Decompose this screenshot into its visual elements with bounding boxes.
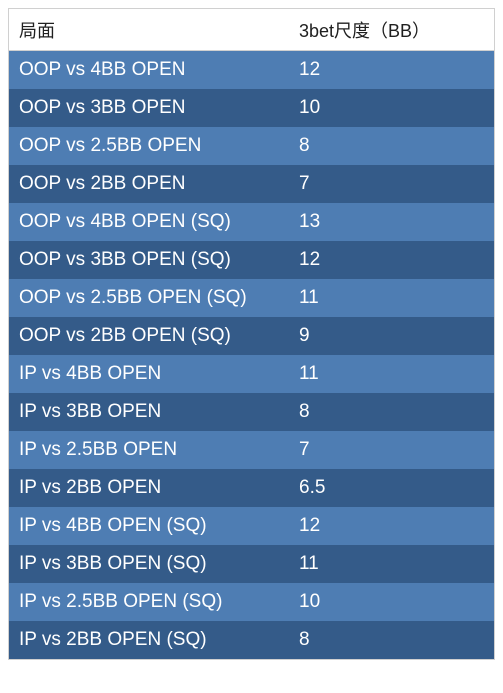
cell-situation: OOP vs 2.5BB OPEN (SQ)	[9, 279, 289, 317]
table-row: IP vs 3BB OPEN (SQ)11	[9, 545, 494, 583]
table-row: IP vs 2.5BB OPEN7	[9, 431, 494, 469]
cell-bet-size: 11	[289, 279, 494, 317]
cell-bet-size: 8	[289, 127, 494, 165]
cell-bet-size: 7	[289, 431, 494, 469]
table-body: OOP vs 4BB OPEN12OOP vs 3BB OPEN10OOP vs…	[9, 51, 494, 659]
cell-bet-size: 12	[289, 51, 494, 89]
cell-bet-size: 9	[289, 317, 494, 355]
table-header-row: 局面 3bet尺度（BB）	[9, 9, 494, 51]
cell-bet-size: 6.5	[289, 469, 494, 507]
cell-situation: OOP vs 3BB OPEN (SQ)	[9, 241, 289, 279]
bet-sizing-table: 局面 3bet尺度（BB） OOP vs 4BB OPEN12OOP vs 3B…	[8, 8, 495, 660]
table-row: OOP vs 3BB OPEN (SQ)12	[9, 241, 494, 279]
cell-bet-size: 11	[289, 355, 494, 393]
table-row: OOP vs 4BB OPEN12	[9, 51, 494, 89]
cell-situation: OOP vs 2.5BB OPEN	[9, 127, 289, 165]
cell-bet-size: 10	[289, 89, 494, 127]
table-row: OOP vs 2.5BB OPEN8	[9, 127, 494, 165]
table-row: OOP vs 3BB OPEN10	[9, 89, 494, 127]
table-row: IP vs 3BB OPEN8	[9, 393, 494, 431]
cell-bet-size: 12	[289, 507, 494, 545]
cell-situation: IP vs 3BB OPEN	[9, 393, 289, 431]
cell-bet-size: 10	[289, 583, 494, 621]
cell-situation: IP vs 2BB OPEN (SQ)	[9, 621, 289, 659]
cell-bet-size: 8	[289, 393, 494, 431]
table-row: OOP vs 2.5BB OPEN (SQ)11	[9, 279, 494, 317]
cell-bet-size: 8	[289, 621, 494, 659]
cell-situation: OOP vs 2BB OPEN (SQ)	[9, 317, 289, 355]
table-row: OOP vs 2BB OPEN (SQ)9	[9, 317, 494, 355]
cell-situation: OOP vs 3BB OPEN	[9, 89, 289, 127]
cell-situation: IP vs 4BB OPEN (SQ)	[9, 507, 289, 545]
table-row: IP vs 4BB OPEN (SQ)12	[9, 507, 494, 545]
table-row: OOP vs 4BB OPEN (SQ)13	[9, 203, 494, 241]
table-row: OOP vs 2BB OPEN7	[9, 165, 494, 203]
cell-bet-size: 12	[289, 241, 494, 279]
cell-situation: OOP vs 4BB OPEN (SQ)	[9, 203, 289, 241]
table-row: IP vs 2BB OPEN (SQ)8	[9, 621, 494, 659]
header-bet-size: 3bet尺度（BB）	[289, 9, 494, 50]
table-row: IP vs 4BB OPEN11	[9, 355, 494, 393]
header-situation: 局面	[9, 9, 289, 50]
cell-situation: OOP vs 2BB OPEN	[9, 165, 289, 203]
cell-situation: IP vs 3BB OPEN (SQ)	[9, 545, 289, 583]
cell-situation: OOP vs 4BB OPEN	[9, 51, 289, 89]
cell-situation: IP vs 2.5BB OPEN	[9, 431, 289, 469]
cell-situation: IP vs 2BB OPEN	[9, 469, 289, 507]
cell-situation: IP vs 2.5BB OPEN (SQ)	[9, 583, 289, 621]
table-row: IP vs 2.5BB OPEN (SQ)10	[9, 583, 494, 621]
table-row: IP vs 2BB OPEN6.5	[9, 469, 494, 507]
cell-situation: IP vs 4BB OPEN	[9, 355, 289, 393]
cell-bet-size: 13	[289, 203, 494, 241]
cell-bet-size: 11	[289, 545, 494, 583]
cell-bet-size: 7	[289, 165, 494, 203]
